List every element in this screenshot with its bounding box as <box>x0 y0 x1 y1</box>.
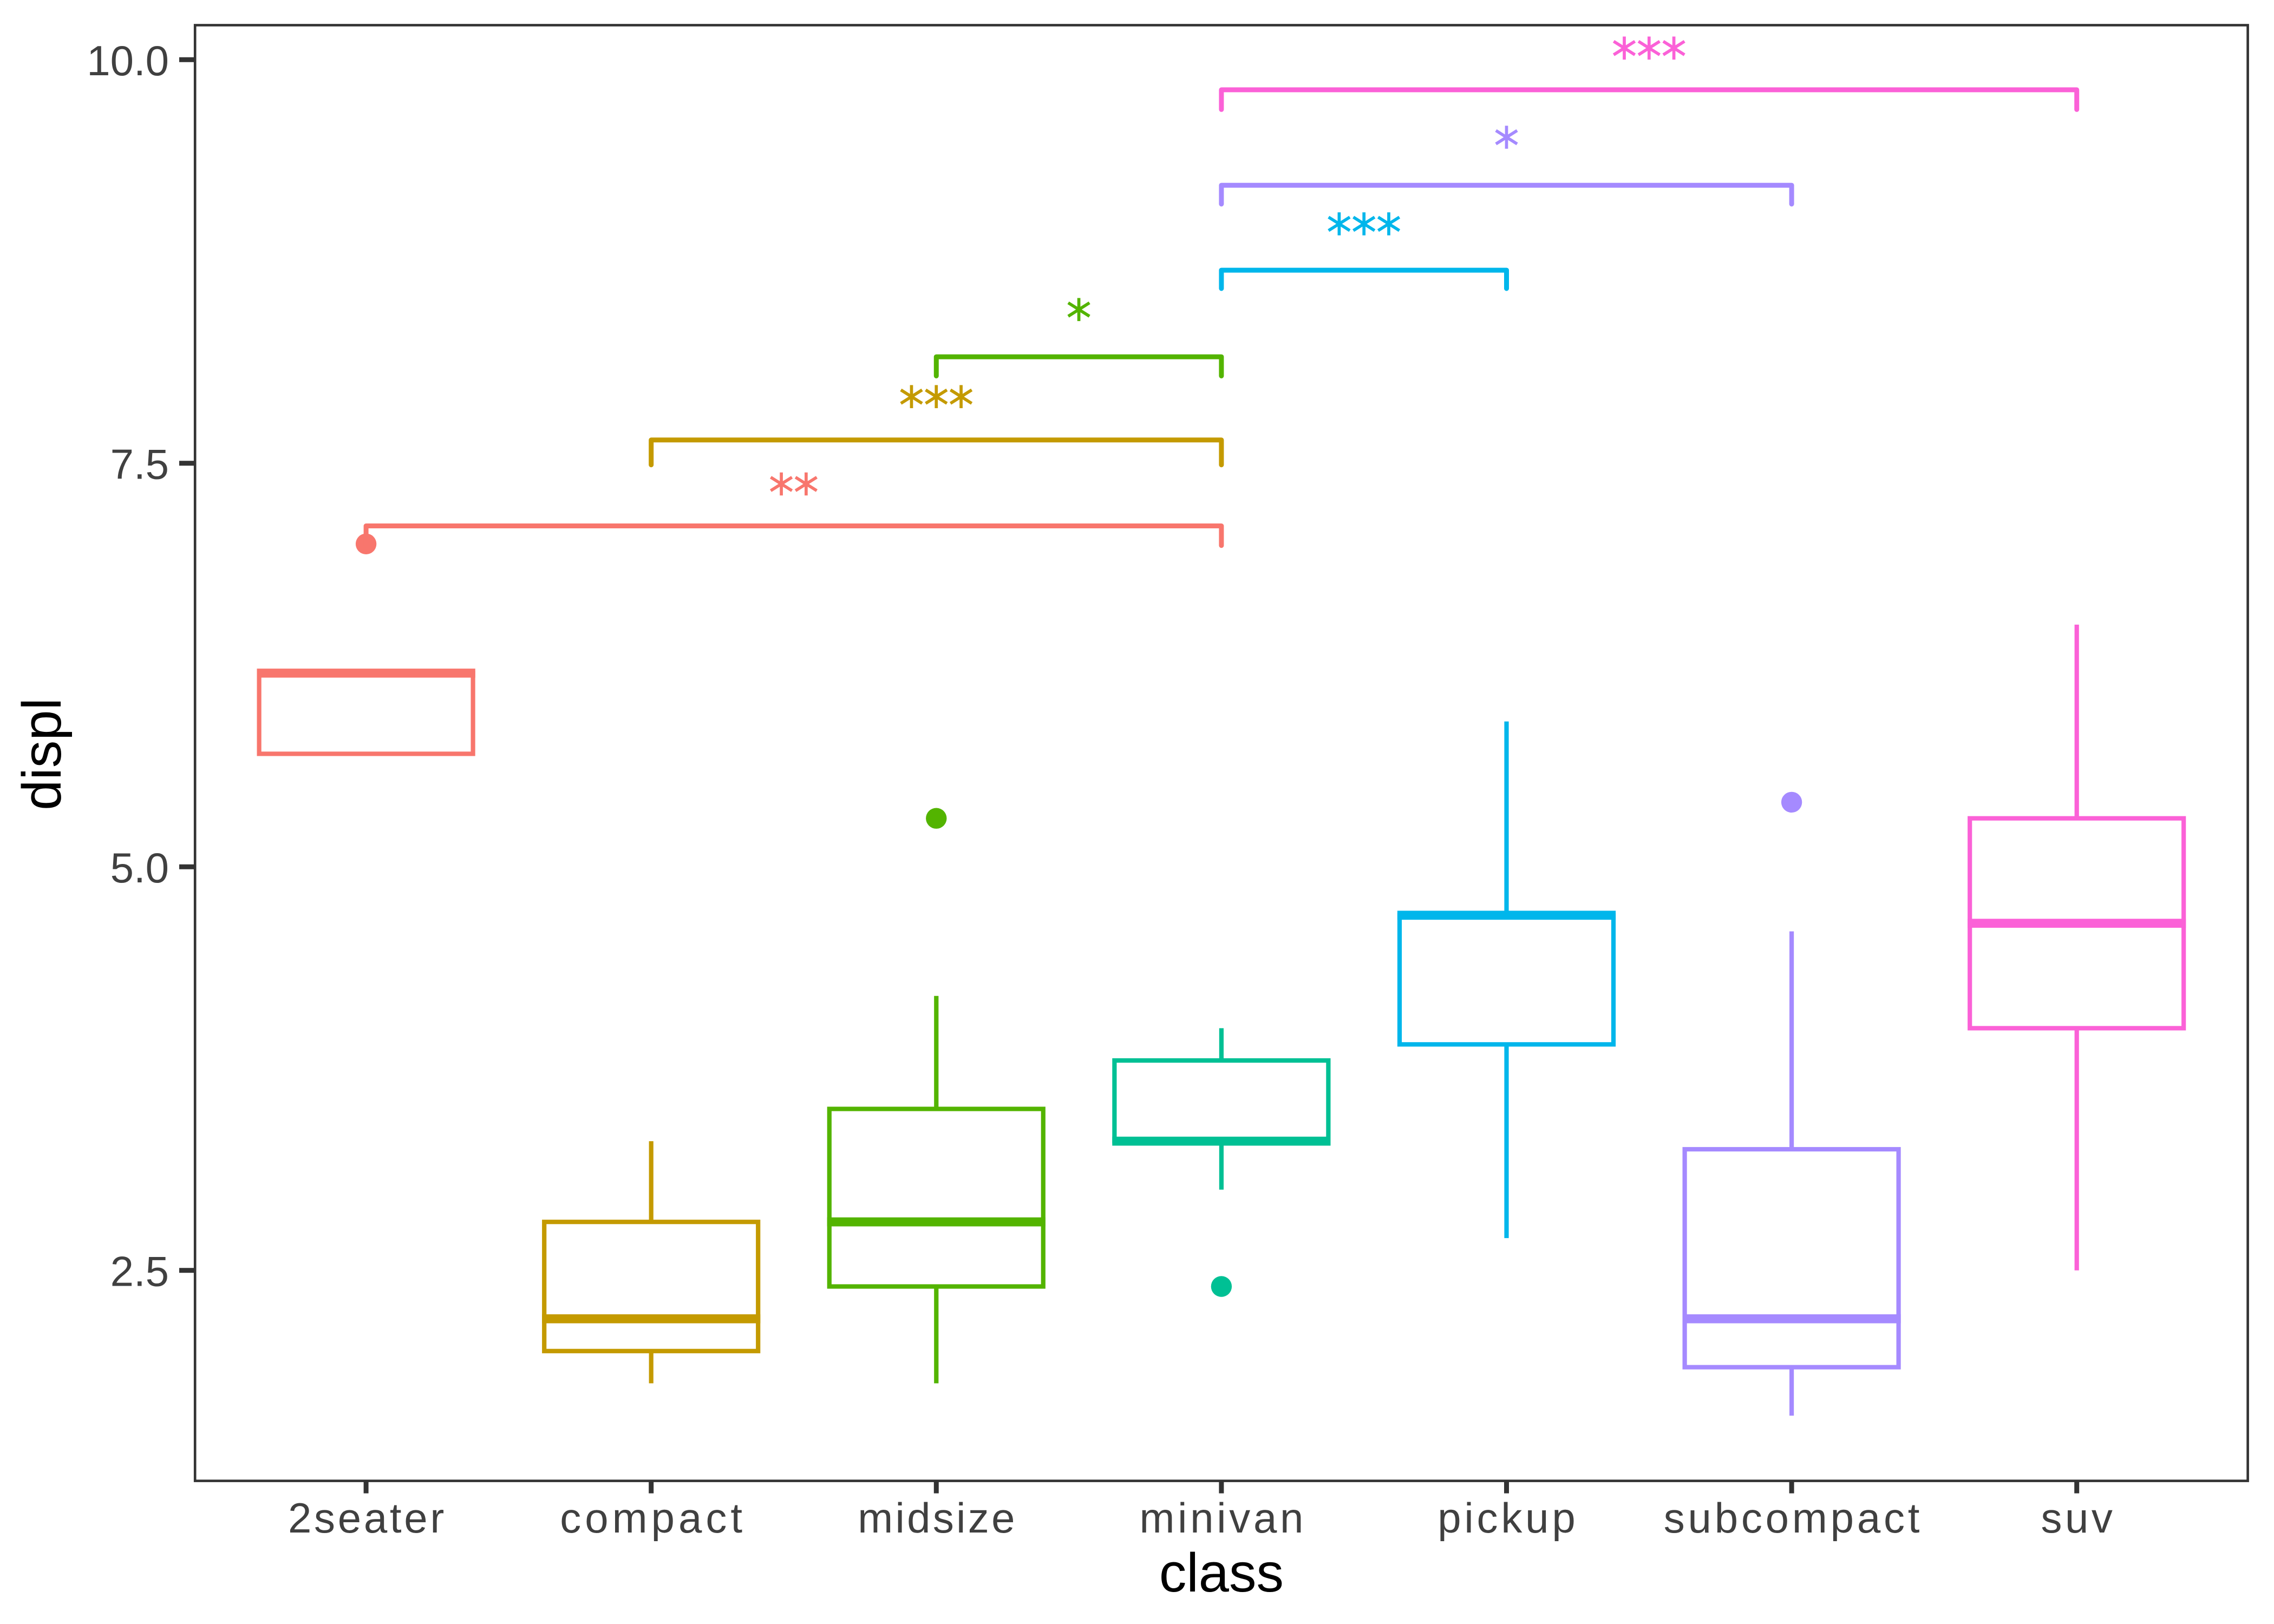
svg-text:suv: suv <box>2041 1494 2115 1542</box>
svg-text:7.5: 7.5 <box>110 441 169 488</box>
svg-text:displ: displ <box>12 698 73 810</box>
svg-text:midsize: midsize <box>858 1494 1017 1542</box>
svg-text:minivan: minivan <box>1139 1494 1306 1542</box>
svg-text:5.0: 5.0 <box>110 844 169 892</box>
svg-text:class: class <box>1159 1543 1284 1603</box>
svg-text:10.0: 10.0 <box>87 37 169 84</box>
svg-text:pickup: pickup <box>1437 1494 1578 1542</box>
svg-text:compact: compact <box>560 1494 746 1542</box>
svg-text:2seater: 2seater <box>288 1494 447 1542</box>
svg-text:2.5: 2.5 <box>110 1248 169 1295</box>
svg-text:subcompact: subcompact <box>1664 1494 1923 1542</box>
